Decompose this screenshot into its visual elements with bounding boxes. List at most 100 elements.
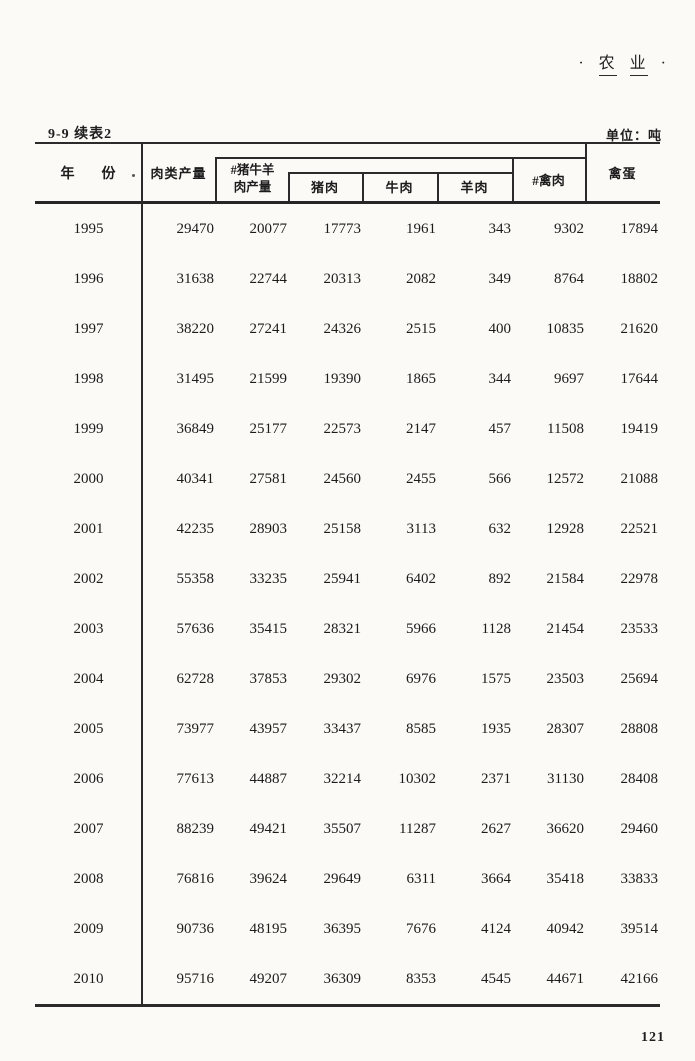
- beef-cell: 1865: [406, 370, 436, 387]
- year-cell: 2008: [73, 870, 104, 887]
- poultry-cell: 8764: [554, 270, 584, 287]
- header-beef: 牛肉: [385, 180, 414, 195]
- pbm-total-cell: 35415: [249, 620, 288, 637]
- table-row: 2010 95716 49207 36309 8353 4545 44671 4…: [35, 954, 660, 1004]
- table-header: 年份 肉类产量 #猪牛羊 肉产量 猪肉 牛肉 羊肉 #禽肉 禽蛋: [35, 144, 660, 204]
- year-column-divider: [141, 144, 143, 1004]
- beef-cell: 1961: [406, 220, 436, 237]
- beef-cell: 2082: [406, 270, 436, 287]
- year-cell: 2010: [73, 970, 104, 987]
- eggs-cell: 17644: [620, 370, 659, 387]
- mutton-cell: 3664: [481, 870, 511, 887]
- mutton-cell: 2371: [481, 770, 511, 787]
- table-row: 1996 31638 22744 20313 2082 349 8764 188…: [35, 254, 660, 304]
- poultry-cell: 44671: [546, 970, 585, 987]
- beef-cell: 2515: [406, 320, 436, 337]
- beef-cell: 11287: [399, 820, 436, 837]
- eggs-cell: 18802: [620, 270, 659, 287]
- pork-cell: 20313: [323, 270, 362, 287]
- eggs-cell: 21088: [620, 470, 659, 487]
- poultry-cell: 36620: [546, 820, 585, 837]
- ink-speck: [132, 174, 135, 177]
- header-year: 年份: [35, 144, 142, 201]
- pbm-total-cell: 22744: [249, 270, 288, 287]
- year-cell: 2002: [73, 570, 104, 587]
- pbm-total-cell: 37853: [249, 670, 288, 687]
- meat-total-cell: 77613: [176, 770, 215, 787]
- table-row: 2003 57636 35415 28321 5966 1128 21454 2…: [35, 604, 660, 654]
- year-cell: 2004: [73, 670, 104, 687]
- pork-cell: 24560: [323, 470, 362, 487]
- meat-total-cell: 55358: [176, 570, 215, 587]
- mutton-cell: 457: [488, 420, 512, 437]
- beef-cell: 5966: [406, 620, 436, 637]
- pork-cell: 29302: [323, 670, 362, 687]
- eggs-cell: 28408: [620, 770, 659, 787]
- page-number: 121: [641, 1030, 665, 1045]
- section-header: · 农 业 ·: [578, 49, 668, 76]
- poultry-cell: 21454: [546, 620, 585, 637]
- table-row: 2002 55358 33235 25941 6402 892 21584 22…: [35, 554, 660, 604]
- pork-cell: 17773: [323, 220, 362, 237]
- pork-cell: 33437: [323, 720, 362, 737]
- beef-cell: 6311: [406, 870, 436, 887]
- eggs-cell: 28808: [620, 720, 659, 737]
- pbm-total-cell: 43957: [249, 720, 288, 737]
- pbm-total-cell: 25177: [249, 420, 288, 437]
- header-mutton: 羊肉: [460, 180, 489, 195]
- section-right-dot: ·: [660, 55, 668, 72]
- pork-cell: 28321: [323, 620, 362, 637]
- table-body: 1995 29470 20077 17773 1961 343 9302 178…: [35, 204, 660, 1004]
- table-row: 2006 77613 44887 32214 10302 2371 31130 …: [35, 754, 660, 804]
- poultry-cell: 9302: [554, 220, 584, 237]
- year-cell: 2000: [73, 470, 104, 487]
- year-cell: 2003: [73, 620, 104, 637]
- rule-eggs-left: [585, 144, 587, 201]
- poultry-cell: 28307: [546, 720, 585, 737]
- eggs-cell: 23533: [620, 620, 659, 637]
- mutton-cell: 343: [488, 220, 512, 237]
- mutton-cell: 349: [488, 270, 512, 287]
- poultry-cell: 40942: [546, 920, 585, 937]
- pbm-total-cell: 20077: [249, 220, 288, 237]
- poultry-cell: 12572: [546, 470, 585, 487]
- pork-cell: 29649: [323, 870, 362, 887]
- header-pork-beef-mutton: #猪牛羊 肉产量: [216, 157, 289, 201]
- table-row: 2007 88239 49421 35507 11287 2627 36620 …: [35, 804, 660, 854]
- eggs-cell: 25694: [620, 670, 659, 687]
- rule-pork-left: [288, 172, 290, 201]
- header-year-char1: 年: [60, 166, 76, 182]
- beef-cell: 2455: [406, 470, 436, 487]
- mutton-cell: 4124: [481, 920, 511, 937]
- pork-cell: 25158: [323, 520, 362, 537]
- header-meat-total: 肉类产量: [150, 166, 207, 181]
- mutton-cell: 1575: [481, 670, 511, 687]
- year-cell: 2001: [73, 520, 104, 537]
- meat-total-cell: 62728: [176, 670, 215, 687]
- pbm-total-cell: 49207: [249, 970, 288, 987]
- year-cell: 2005: [73, 720, 104, 737]
- meat-total-cell: 57636: [176, 620, 215, 637]
- year-cell: 1997: [73, 320, 104, 337]
- statistics-table: 年份 肉类产量 #猪牛羊 肉产量 猪肉 牛肉 羊肉 #禽肉 禽蛋: [35, 142, 660, 1007]
- mutton-cell: 892: [488, 570, 512, 587]
- eggs-cell: 21620: [620, 320, 659, 337]
- eggs-cell: 22978: [620, 570, 659, 587]
- rule-poultry-left: [512, 157, 514, 201]
- pork-cell: 36309: [323, 970, 362, 987]
- section-title-char2: 业: [629, 49, 648, 76]
- year-cell: 1996: [73, 270, 104, 287]
- header-year-char2: 份: [101, 166, 117, 182]
- beef-cell: 7676: [406, 920, 436, 937]
- pork-cell: 19390: [323, 370, 362, 387]
- poultry-cell: 10835: [546, 320, 585, 337]
- mutton-cell: 344: [488, 370, 512, 387]
- table-caption: 9-9 续表2: [48, 127, 113, 142]
- poultry-cell: 21584: [546, 570, 585, 587]
- pork-cell: 36395: [323, 920, 362, 937]
- header-pbm-line1: #猪牛羊: [230, 163, 275, 178]
- pork-cell: 25941: [323, 570, 362, 587]
- section-left-dot: ·: [578, 55, 586, 72]
- pork-cell: 22573: [323, 420, 362, 437]
